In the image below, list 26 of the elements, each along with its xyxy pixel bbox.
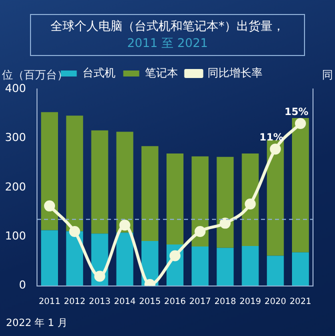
- x-tick-label: 2017: [189, 297, 211, 308]
- x-tick-label: 2011: [38, 297, 60, 308]
- data-label: 11%: [259, 132, 284, 144]
- chart-subtitle: 2011 至 2021: [126, 35, 209, 52]
- x-tick-label: 2012: [64, 297, 86, 308]
- y-tick-label: 100: [4, 229, 26, 242]
- x-tick-label: 2019: [239, 297, 262, 308]
- legend-label: 台式机: [82, 66, 116, 80]
- x-tick-label: 2013: [88, 297, 111, 308]
- data-label: 15%: [284, 107, 308, 118]
- text: 2022 年 1 月: [6, 318, 68, 329]
- x-tick-label: 2021: [290, 297, 312, 308]
- y-tick-label: 400: [4, 82, 26, 95]
- y-tick-label: 300: [4, 131, 26, 144]
- legend-label: 笔记本: [144, 66, 178, 80]
- y-tick-label: 0: [18, 278, 26, 292]
- x-tick-label: 2015: [139, 297, 161, 308]
- y-axis-title: 位（百万台）: [2, 68, 68, 82]
- x-tick-label: 2016: [164, 297, 186, 308]
- x-tick-label: 2020: [264, 297, 286, 308]
- y2-axis-title: 同: [322, 68, 333, 82]
- x-tick-label: 2014: [114, 297, 136, 308]
- y-tick-label: 200: [4, 180, 26, 194]
- legend-label: 同比增长率: [207, 66, 262, 80]
- chart-title: 全球个人电脑（台式机和笔记本*）出货量，: [50, 18, 286, 35]
- x-tick-label: 2018: [214, 297, 236, 308]
